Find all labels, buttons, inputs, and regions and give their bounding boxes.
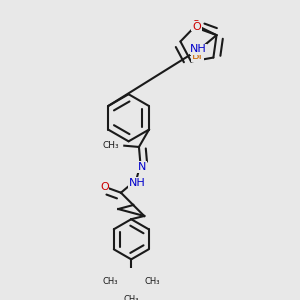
Text: O: O (192, 20, 201, 30)
Text: Br: Br (192, 51, 204, 61)
Text: N: N (138, 162, 146, 172)
Text: NH: NH (129, 178, 146, 188)
Text: O: O (100, 182, 109, 192)
Text: CH₃: CH₃ (144, 277, 160, 286)
Text: NH: NH (190, 44, 207, 54)
Text: CH₃: CH₃ (124, 295, 139, 300)
Text: CH₃: CH₃ (103, 277, 118, 286)
Text: O: O (193, 22, 201, 32)
Text: CH₃: CH₃ (103, 141, 119, 150)
